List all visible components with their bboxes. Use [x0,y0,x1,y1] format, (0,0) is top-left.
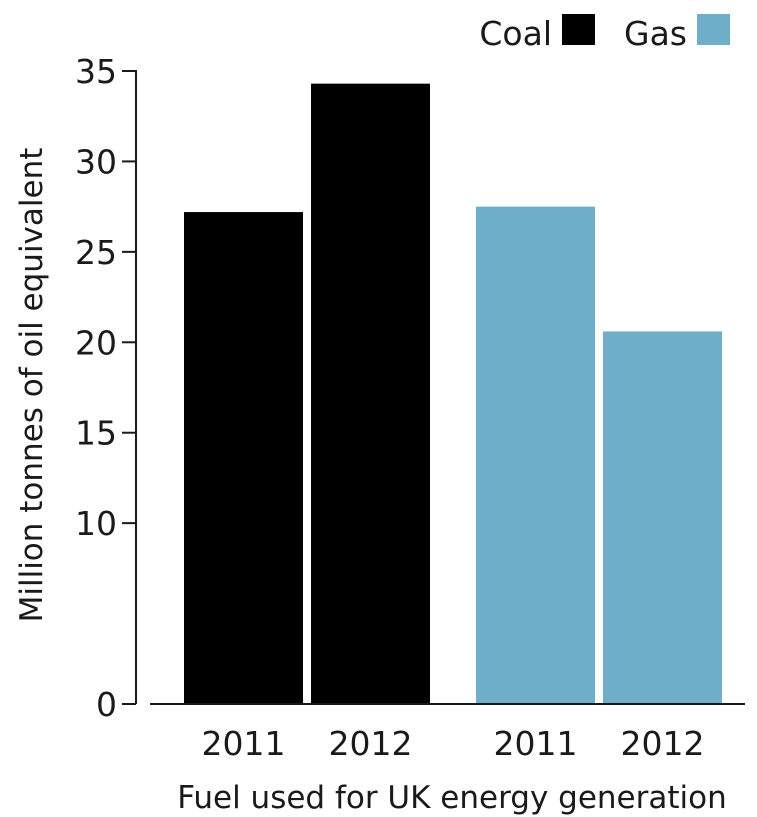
x-tick-label: 2012 [329,724,413,763]
y-tick-label: 15 [75,414,117,453]
legend: Coal Gas [479,14,730,53]
bar-coal-2012 [311,83,430,704]
bar-coal-2011 [184,212,303,704]
bar-gas-2011 [476,206,595,704]
y-axis: 0 10 15 20 25 30 35 [75,52,137,724]
x-tick-label: 2011 [494,724,578,763]
x-tick-label: 2011 [202,724,286,763]
bars [184,83,722,704]
y-tick-label: 10 [75,504,117,543]
y-tick-label: 25 [75,233,117,272]
x-axis: 2011 2012 2011 2012 [150,703,745,763]
x-axis-title: Fuel used for UK energy generation [177,780,727,816]
y-axis-title: Million tonnes of oil equivalent [14,148,50,623]
legend-swatch-gas [697,14,730,45]
legend-label-coal: Coal [479,14,552,53]
legend-label-gas: Gas [624,14,687,53]
y-tick-label: 30 [75,142,117,181]
y-tick-label: 20 [75,323,117,362]
y-tick-label: 0 [96,685,117,724]
bar-gas-2012 [603,331,722,704]
legend-swatch-coal [562,14,595,45]
x-tick-label: 2012 [621,724,705,763]
y-tick-label: 35 [75,52,117,91]
